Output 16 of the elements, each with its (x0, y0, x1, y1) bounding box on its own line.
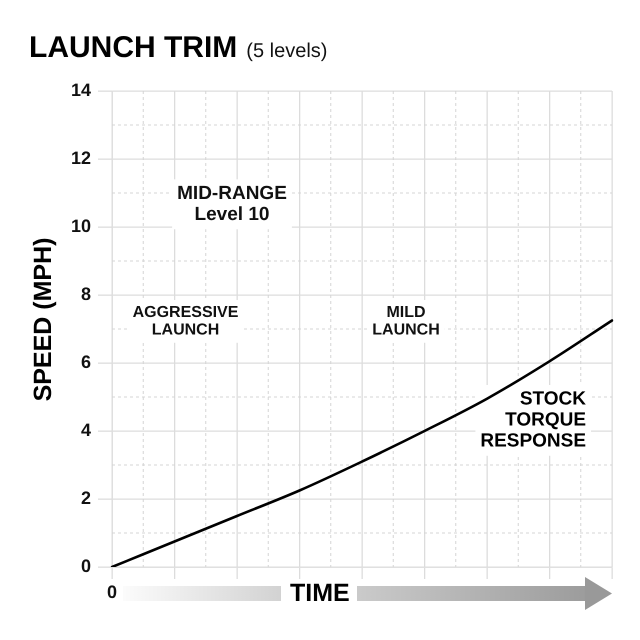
x-axis-title: TIME (290, 578, 350, 606)
series-label: STOCK TORQUE RESPONSE (480, 388, 586, 452)
annotation: MID-RANGE Level 10 (177, 183, 287, 226)
annotation: MILD LAUNCH (372, 304, 440, 339)
annotation: AGGRESSIVE LAUNCH (132, 304, 239, 339)
y-axis-title: SPEED (MPH) (28, 238, 57, 402)
chart-title: LAUNCH TRIM (29, 31, 238, 64)
y-tick-label: 14 (70, 80, 91, 100)
y-tick-label: 8 (80, 284, 91, 304)
y-tick-label: 6 (80, 352, 91, 372)
chart-subtitle: (5 levels) (246, 40, 328, 62)
y-tick-label: 4 (80, 420, 91, 440)
y-tick-label: 0 (80, 556, 91, 576)
y-tick-label: 12 (70, 148, 91, 168)
y-tick-label: 2 (80, 488, 91, 508)
y-tick-label: 10 (70, 216, 91, 236)
